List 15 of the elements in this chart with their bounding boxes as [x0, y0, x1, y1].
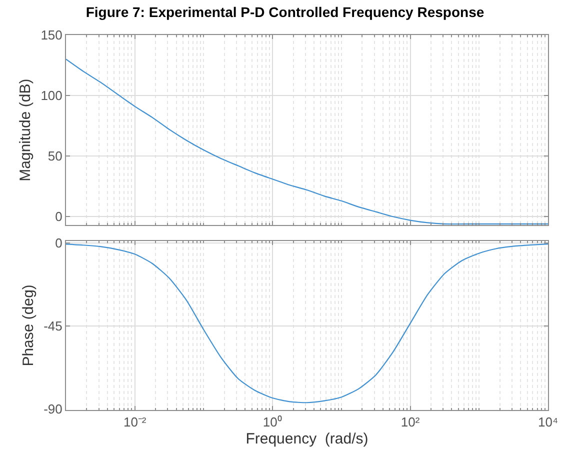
y-tick-label: 0	[55, 209, 62, 224]
x-axis-title: Frequency (rad/s)	[246, 430, 368, 448]
x-tick-label: 10⁰	[262, 414, 282, 430]
y-axis-title: Magnitude (dB)	[16, 78, 34, 182]
chart-title: Figure 7: Experimental P-D Controlled Frequency Response	[86, 4, 484, 20]
x-tick-label: 10²	[400, 414, 420, 430]
x-tick-label: 10⁴	[538, 414, 558, 430]
x-tick-label: 10⁻²	[123, 414, 147, 430]
y-tick-label: 150	[40, 28, 62, 43]
y-tick-label: 100	[40, 88, 62, 104]
y-tick-label: 50	[48, 148, 62, 164]
y-tick-label: -45	[44, 318, 62, 334]
y-axis-title: Phase (deg)	[20, 284, 37, 366]
y-tick-label: 0	[55, 236, 62, 251]
y-tick-label: -90	[44, 402, 62, 417]
